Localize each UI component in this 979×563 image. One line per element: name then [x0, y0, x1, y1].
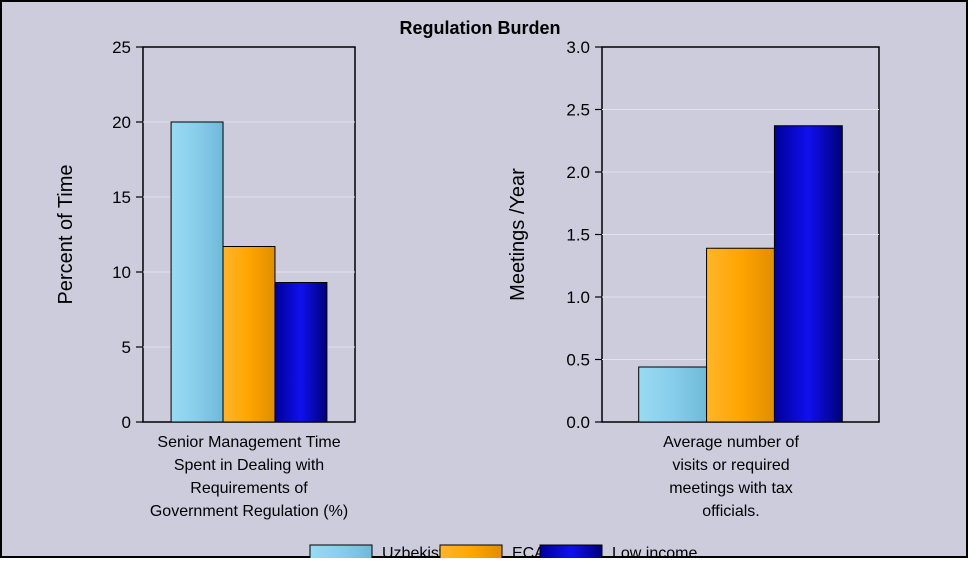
bar-low-income [274, 282, 328, 423]
y-tick-label: 5 [122, 338, 131, 357]
category-label-line: visits or required [672, 457, 789, 474]
y-tick-label: 0.0 [566, 413, 590, 432]
y-tick-label: 1.5 [566, 226, 590, 245]
chart-title: Regulation Burden [400, 18, 561, 38]
category-label-line: Government Regulation (%) [150, 503, 348, 520]
y-axis-label: Meetings /Year [507, 168, 529, 301]
category-label-line: Senior Management Time [157, 434, 340, 451]
bar-low-income [773, 125, 843, 423]
y-tick-label: 15 [112, 188, 131, 207]
bar-eca [706, 247, 775, 423]
y-tick-label: 10 [112, 263, 131, 282]
chart-panel-2: 0.0 0.5 1.0 1.5 2.0 2.5 3.0 Meetings /Year Avera… [507, 38, 880, 520]
bar-uzbekistan [638, 366, 708, 423]
y-tick-label: 20 [112, 113, 131, 132]
y-tick-label: 0.5 [566, 351, 590, 370]
y-tick-label: 3.0 [566, 38, 590, 57]
legend-label-low-income: Low income [612, 545, 697, 558]
category-label-line: officials. [702, 503, 760, 520]
category-label-line: meetings with tax [669, 480, 793, 497]
category-label-line: Requirements of [190, 480, 308, 497]
y-axis-label: Percent of Time [55, 164, 77, 304]
bar-eca [222, 246, 276, 423]
chart-border-right [968, 0, 979, 558]
y-tick-label: 2.0 [566, 163, 590, 182]
y-tick-label: 25 [112, 38, 131, 57]
legend-swatch-uzbekistan [309, 544, 373, 562]
y-tick-label: 2.5 [566, 101, 590, 120]
y-tick-label: 0 [122, 413, 131, 432]
chart-panel-1: 0 5 10 15 20 25 Percent of Time Senior Manageme… [55, 38, 356, 520]
y-tick-label: 1.0 [566, 288, 590, 307]
category-label-line: Average number of [663, 434, 799, 451]
category-label-line: Spent in Dealing with [174, 457, 324, 474]
legend-swatch-eca [439, 544, 503, 562]
legend-swatch-low-income [539, 544, 603, 562]
bar-uzbekistan [170, 121, 224, 423]
